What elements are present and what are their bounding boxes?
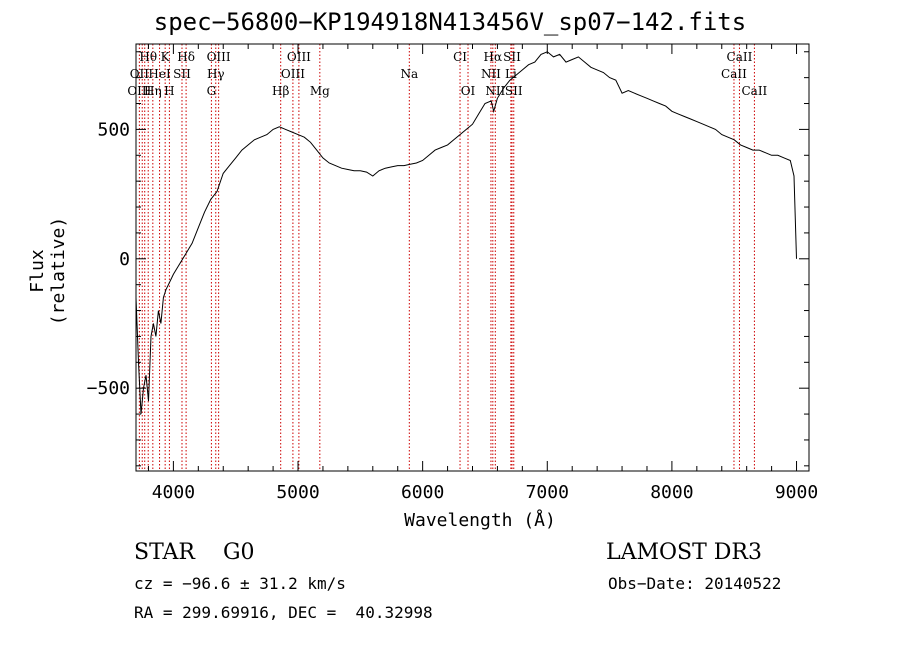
line-label: OIII <box>207 50 231 64</box>
x-tick-label: 9000 <box>775 482 818 503</box>
line-label: K <box>161 50 171 64</box>
x-axis-label: Wavelength (Å) <box>404 510 556 531</box>
line-label: Li <box>505 67 517 81</box>
emission-line-markers <box>138 44 755 471</box>
chart-title: spec−56800−KP194918N413456V_sp07−142.fit… <box>153 8 747 36</box>
y-tick-label: 500 <box>97 119 130 140</box>
axis-ticks: 4000 5000 6000 7000 8000 9000 −500 0 500 <box>87 44 818 503</box>
line-label: HeI <box>148 67 171 81</box>
line-label: OIII <box>281 67 305 81</box>
x-tick-label: 4000 <box>152 482 195 503</box>
line-label: Hη <box>144 84 162 98</box>
line-label: OIII <box>127 84 151 98</box>
line-label: Mg <box>310 84 330 98</box>
line-label: OI <box>461 84 476 98</box>
line-label: Hγ <box>207 67 225 81</box>
line-label: NII <box>481 67 501 81</box>
line-label: CaII <box>721 67 747 81</box>
plot-frame <box>135 43 810 472</box>
line-label: CaII <box>727 50 753 64</box>
line-label: OII <box>130 67 150 81</box>
line-label: CI <box>453 50 467 64</box>
line-label: Hβ <box>272 84 289 98</box>
observation-date: Obs−Date: 20140522 <box>608 574 782 593</box>
x-tick-label: 6000 <box>401 482 444 503</box>
spectrum-line <box>135 51 797 415</box>
line-label: OIII <box>287 50 311 64</box>
line-label: CaII <box>741 84 767 98</box>
line-label: Hδ <box>177 50 195 64</box>
line-label: Na <box>400 67 418 81</box>
coordinates: RA = 299.69916, DEC = 40.32998 <box>134 603 433 622</box>
line-label: H <box>164 84 174 98</box>
y-tick-label: 0 <box>119 249 130 270</box>
x-tick-label: 8000 <box>650 482 693 503</box>
spectral-class: STAR G0 <box>134 540 255 565</box>
x-tick-label: 5000 <box>276 482 319 503</box>
line-label: SII <box>503 50 521 64</box>
y-axis-label: Flux (relative) <box>27 216 69 326</box>
survey-name: LAMOST DR3 <box>606 540 762 565</box>
redshift-cz: cz = −96.6 ± 31.2 km/s <box>134 574 346 593</box>
line-label: NII <box>485 84 505 98</box>
x-tick-label: 7000 <box>526 482 569 503</box>
line-label: Hα <box>484 50 503 64</box>
line-label: Hθ <box>139 50 157 64</box>
y-tick-label: −500 <box>87 378 130 399</box>
line-label: G <box>207 84 217 98</box>
line-label: SII <box>505 84 523 98</box>
line-label: SII <box>173 67 191 81</box>
